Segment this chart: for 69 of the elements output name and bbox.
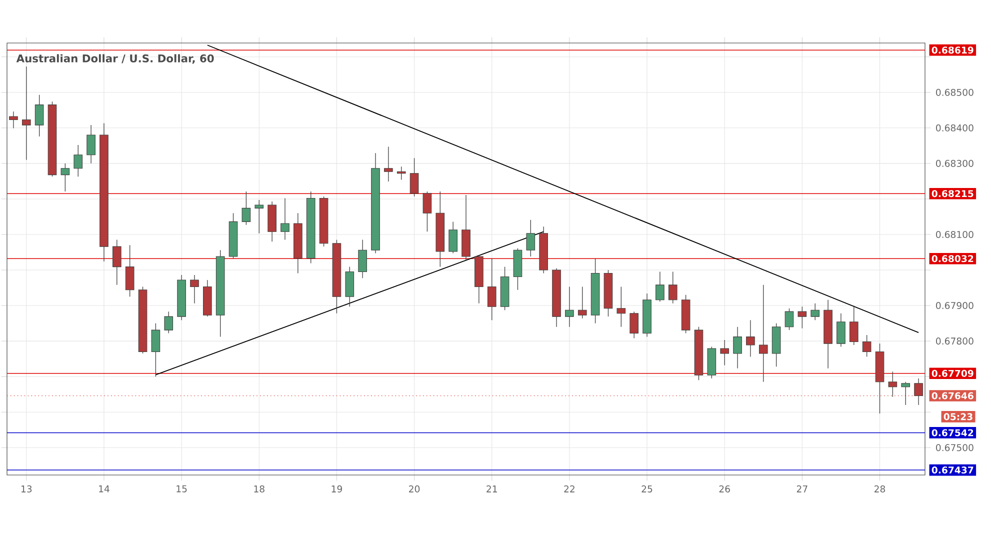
candlestick [565,286,574,328]
candlestick [422,191,432,232]
candlestick [656,271,664,302]
x-tick-label: 25 [642,485,652,492]
x-tick-label: 28 [874,485,886,492]
candlestick [888,371,898,398]
candlestick [448,221,458,254]
x-tick-label: 14 [99,485,110,492]
candlestick [9,111,18,129]
candlestick [862,334,872,358]
candlestick [758,284,768,382]
candlestick [384,146,393,182]
x-tick-label: 20 [409,485,420,492]
candlestick [784,308,794,330]
candlestick [849,306,858,346]
y-tick-label: 0.67900 [936,302,974,310]
candlestick [836,313,846,348]
ref-line-label: 0.67437 [932,466,974,474]
x-tick-label: 13 [21,485,32,492]
candlestick [526,220,536,257]
y-tick-label: 0.68400 [936,124,974,132]
candlestick [733,326,742,369]
candlestick [60,163,70,192]
text: Australian Dollar / U.S. Dollar, 60 [16,54,214,64]
candlestick [254,200,264,234]
y-tick-label: 0.68100 [936,230,974,238]
text: 05:23 [944,413,972,420]
candlestick [242,191,251,226]
ref-line-label: 0.68619 [932,46,974,54]
candlestick [668,271,678,304]
candlestick [86,124,96,164]
candlestick [74,144,83,177]
candlestick [396,166,406,180]
candlestick [358,239,367,279]
candlestick [630,311,638,339]
candlestick [616,286,626,328]
y-tick-label: 0.68500 [936,88,974,96]
x-tick-label: 22 [564,485,574,492]
candlestick [810,303,820,320]
x-tick-label: 18 [254,485,264,492]
candlestick [578,286,587,319]
candlestick [720,340,730,366]
ref-line-label: 0.67709 [932,370,974,377]
candlestick [22,66,31,160]
x-tick-label: 21 [486,485,497,492]
ref-line-label: 0.67542 [932,429,974,436]
candlestick [487,258,496,320]
x-tick-label: 19 [332,485,342,492]
ref-line-label: 0.68032 [932,255,974,262]
candlestick [164,311,174,334]
candlestick [901,382,910,406]
candlestick [410,158,419,197]
ref-line-label: 0.67646 [932,392,974,400]
x-tick-label: 27 [796,485,808,492]
candlestick [914,378,923,406]
candlestick [798,306,807,329]
candlestick [151,322,160,377]
candlestick [112,239,122,286]
candlestick [125,244,134,297]
ref-line-label: 0.68215 [932,190,974,198]
x-tick-label: 15 [176,485,187,492]
candlestick [746,320,755,358]
y-tick-label: 0.68300 [936,160,974,167]
x-tick-label: 26 [719,485,730,492]
candlestick [34,94,44,137]
y-tick-label: 0.67500 [936,444,974,452]
y-tick-label: 0.67800 [936,338,974,345]
candlestick [280,198,290,240]
candlestick [190,274,199,304]
